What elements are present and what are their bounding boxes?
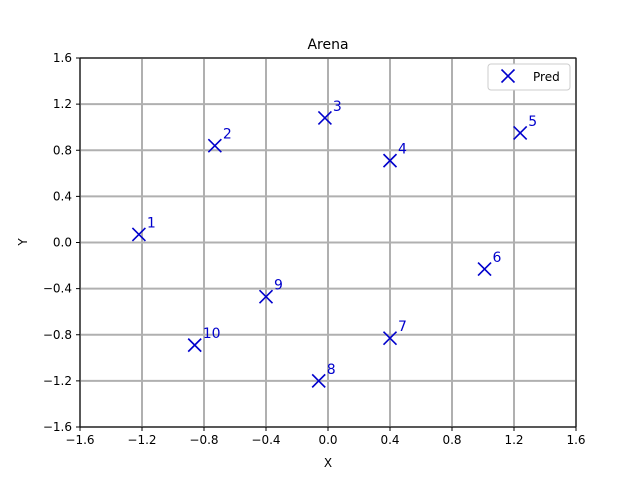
data-point-8 (311, 373, 326, 388)
axis-ticks: −1.6 −1.2 −0.8 −0.4 0.0 0.4 0.8 1.2 1.6 −1.6 −1.2 −… (43, 51, 586, 447)
point-label-3: 3 (333, 99, 342, 115)
data-points: 1 2 3 4 5 6 7 8 9 10 (131, 99, 537, 388)
x-tick-label: −1.2 (127, 433, 156, 447)
x-tick-label: 0.0 (318, 433, 337, 447)
y-tick-label: −1.2 (43, 374, 72, 388)
point-label-9: 9 (274, 278, 283, 294)
y-tick-label: 0.0 (53, 236, 72, 250)
x-tick-label: 1.2 (504, 433, 523, 447)
legend: Pred (487, 63, 571, 91)
point-label-7: 7 (398, 319, 407, 335)
data-point-5 (513, 125, 528, 141)
y-tick-label: 0.8 (53, 143, 72, 157)
legend-label-pred: Pred (533, 70, 560, 84)
data-point-7 (382, 331, 398, 346)
point-label-1: 1 (147, 215, 156, 231)
point-label-6: 6 (493, 250, 502, 266)
x-tick-label: −0.4 (251, 433, 280, 447)
point-label-2: 2 (223, 127, 232, 143)
legend-marker-x (500, 68, 516, 84)
point-label-5: 5 (528, 114, 537, 130)
x-tick-label: −0.8 (189, 433, 218, 447)
data-point-4 (382, 153, 398, 168)
x-tick-label: −1.6 (65, 433, 94, 447)
point-label-8: 8 (327, 362, 336, 378)
chart-title: Arena (307, 37, 348, 53)
data-point-10 (187, 338, 202, 353)
y-tick-label: −1.6 (43, 420, 72, 434)
data-point-1 (131, 227, 146, 242)
data-point-3 (317, 110, 332, 126)
x-axis-title: X (324, 456, 332, 470)
x-tick-label: 0.4 (380, 433, 399, 447)
legend-box (487, 63, 571, 91)
y-tick-label: 1.2 (53, 97, 72, 111)
legend-marker-pred (500, 68, 516, 84)
data-point-6 (477, 261, 492, 277)
x-tick-label: 0.8 (442, 433, 461, 447)
y-tick-label: 1.6 (53, 51, 72, 65)
x-tick-label: 1.6 (566, 433, 585, 447)
point-label-10: 10 (203, 326, 221, 342)
data-point-2 (207, 138, 222, 153)
y-tick-label: −0.8 (43, 328, 72, 342)
point-label-4: 4 (398, 142, 407, 158)
y-axis-title: Y (16, 238, 30, 247)
data-point-9 (258, 289, 274, 304)
y-tick-label: −0.4 (43, 282, 72, 296)
y-tick-label: 0.4 (53, 189, 72, 203)
